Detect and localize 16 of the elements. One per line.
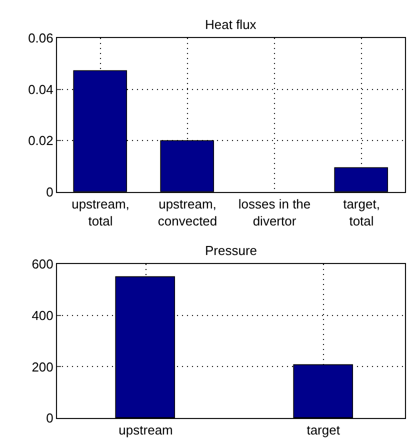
x-tick-label: target, total (343, 196, 380, 228)
y-tick-label: 0 (46, 410, 54, 426)
x-tick-label: upstream (118, 422, 173, 438)
x-tick-label: upstream, convected (158, 196, 218, 228)
y-tick-label: 0.02 (28, 133, 54, 148)
x-tick-label: losses in the divertor (238, 196, 311, 228)
y-tick-label: 0 (46, 184, 54, 200)
y-tick-label: 400 (32, 308, 54, 323)
chart-title: Heat flux (205, 17, 257, 32)
y-tick-label: 200 (32, 359, 54, 374)
x-tick-label: upstream, total (72, 196, 130, 228)
y-tick-label: 0.06 (28, 30, 54, 46)
x-tick-label: target (306, 422, 340, 438)
y-tick-label: 0.04 (28, 82, 54, 97)
y-tick-label: 600 (32, 256, 54, 272)
chart-title: Pressure (205, 243, 258, 258)
